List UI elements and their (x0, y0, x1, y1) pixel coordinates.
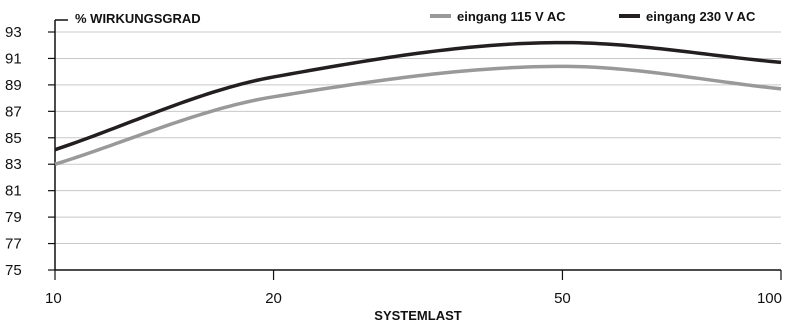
legend-label-115: eingang 115 V AC (457, 9, 566, 24)
x-tick-labels: 10 20 50 100 (45, 290, 782, 307)
x-axis-title: SYSTEMLAST (374, 308, 461, 323)
x-tick-label: 10 (45, 290, 62, 307)
x-tick-label: 100 (757, 290, 782, 307)
legend-label-230: eingang 230 V AC (646, 9, 756, 24)
y-tick-label: 89 (5, 77, 22, 94)
y-tick-label: 77 (5, 236, 22, 253)
y-tick-label: 79 (5, 209, 22, 226)
y-tick-labels: 75 77 79 81 83 85 87 89 91 93 (5, 24, 55, 279)
series-line-230v (54, 40, 782, 152)
y-tick-label: 81 (5, 183, 22, 200)
y-tick-label: 91 (5, 50, 22, 67)
y-tick-label: 87 (5, 103, 22, 120)
series-line-115v (54, 64, 782, 166)
y-tick-label: 75 (5, 262, 22, 279)
y-axis-title: % WIRKUNGSGRAD (75, 11, 201, 26)
y-tick-label: 93 (5, 24, 22, 41)
x-tick-label: 50 (554, 290, 571, 307)
grid-lines (55, 31, 781, 245)
legend: eingang 115 V AC eingang 230 V AC (430, 9, 756, 24)
y-tick-label: 85 (5, 130, 22, 147)
x-tick-label: 20 (265, 290, 282, 307)
series-lines (54, 40, 782, 166)
x-tick-marks (54, 270, 782, 280)
y-tick-label: 83 (5, 156, 22, 173)
